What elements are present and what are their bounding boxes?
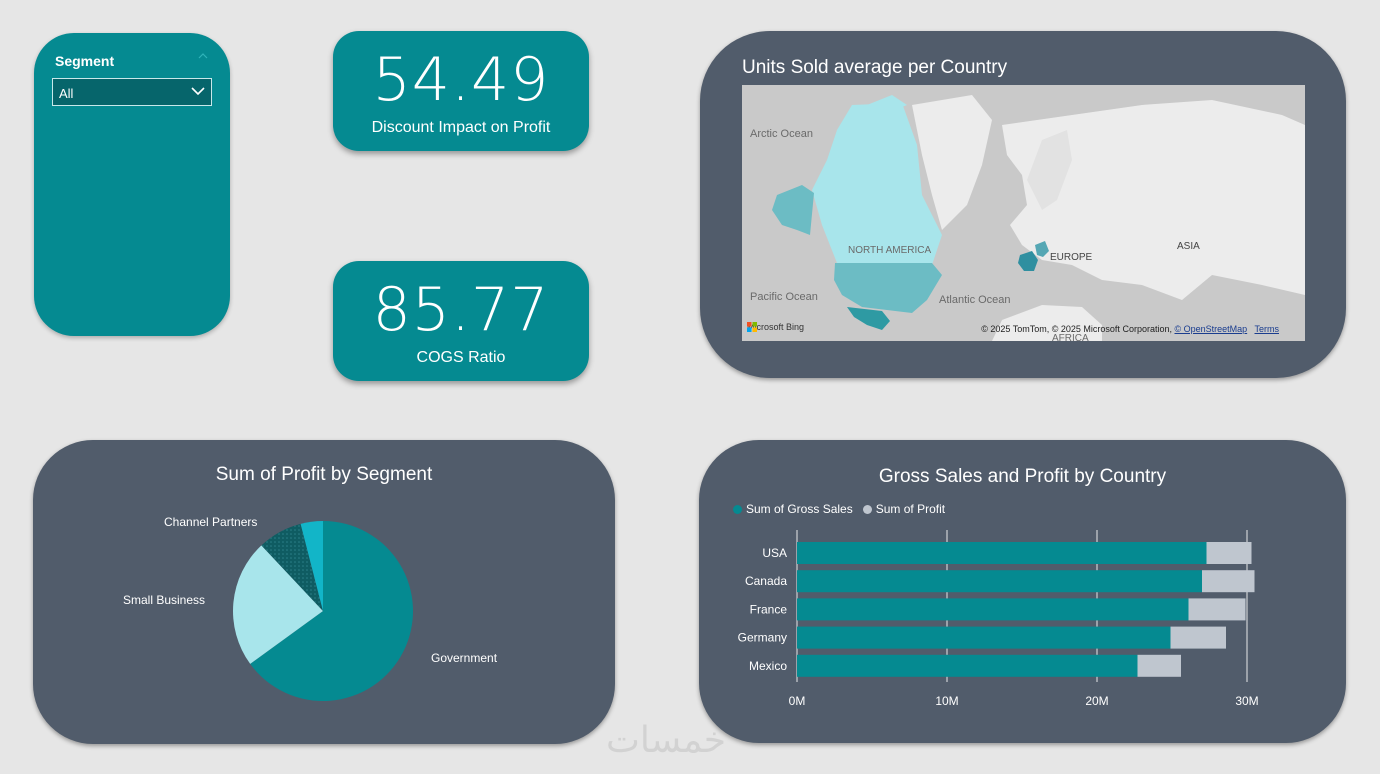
bar-gross-sales-usa[interactable] bbox=[797, 542, 1207, 564]
bing-logo: Microsoft Bing bbox=[747, 322, 804, 332]
legend-label: Sum of Profit bbox=[875, 502, 946, 516]
y-category-label: Canada bbox=[745, 574, 787, 588]
pie-slice-government[interactable] bbox=[250, 521, 413, 701]
bar-chart[interactable]: 0M 10M 20M 30M USA Canada France Germany Mexico bbox=[699, 440, 1346, 743]
map-label-atlantic: Atlantic Ocean bbox=[939, 294, 1011, 306]
y-category-label: Mexico bbox=[749, 659, 787, 673]
kpi-label: COGS Ratio bbox=[416, 349, 506, 366]
segment-dropdown-value: All bbox=[59, 86, 74, 101]
kpi-card-discount-impact: 54.49 Discount Impact on Profit bbox=[333, 31, 589, 151]
pie-label-small-business: Small Business bbox=[123, 593, 206, 607]
country-map[interactable]: Arctic Ocean NORTH AMERICA Pacific Ocean… bbox=[742, 85, 1305, 341]
legend-item-gross-sales[interactable]: Sum of Gross Sales bbox=[733, 502, 853, 516]
bar-chart-title: Gross Sales and Profit by Country bbox=[878, 466, 1167, 487]
pie-slice-small-business[interactable] bbox=[233, 545, 323, 664]
y-category-label: France bbox=[750, 602, 788, 616]
map-attribution: © 2025 TomTom, © 2025 Microsoft Corporat… bbox=[981, 324, 1279, 334]
pie-label-government: Government bbox=[431, 651, 498, 665]
x-tick-label: 30M bbox=[1235, 694, 1258, 708]
map-label-asia: ASIA bbox=[1177, 241, 1200, 252]
map-title: Units Sold average per Country bbox=[742, 57, 1008, 78]
kpi-label: Discount Impact on Profit bbox=[371, 119, 551, 136]
y-category-label: USA bbox=[762, 546, 787, 560]
bar-profit-france[interactable] bbox=[1188, 598, 1246, 621]
bar-profit-mexico[interactable] bbox=[1137, 654, 1182, 677]
bar-gross-sales-germany[interactable] bbox=[797, 626, 1171, 649]
pie-chart-card: Sum of Profit by Segment Government Smal… bbox=[33, 440, 615, 744]
legend-item-profit[interactable]: Sum of Profit bbox=[862, 502, 946, 516]
map-card: Units Sold average per Country bbox=[700, 31, 1346, 378]
map-label-arctic: Arctic Ocean bbox=[750, 128, 813, 140]
slicer-title: Segment bbox=[55, 53, 115, 69]
attribution-text: © 2025 TomTom, © 2025 Microsoft Corporat… bbox=[981, 324, 1172, 334]
bar-profit-canada[interactable] bbox=[1202, 570, 1255, 593]
legend-dot bbox=[733, 504, 742, 514]
terms-link[interactable]: Terms bbox=[1254, 324, 1280, 334]
legend-label: Sum of Gross Sales bbox=[746, 502, 853, 516]
map-label-pacific: Pacific Ocean bbox=[750, 291, 818, 303]
map-label-north-america: NORTH AMERICA bbox=[848, 245, 932, 256]
bar-profit-germany[interactable] bbox=[1170, 626, 1227, 649]
bar-legend: Sum of Gross Sales Sum of Profit bbox=[733, 502, 945, 516]
map-label-europe: EUROPE bbox=[1050, 252, 1093, 263]
map-land-shapes bbox=[772, 95, 1305, 341]
x-tick-label: 0M bbox=[789, 694, 806, 708]
pie-slice-enterprise[interactable] bbox=[300, 521, 323, 611]
x-tick-label: 10M bbox=[935, 694, 958, 708]
bar-profit-usa[interactable] bbox=[1206, 542, 1252, 564]
watermark-logo: خمسات bbox=[606, 720, 727, 761]
pie-chart-title: Sum of Profit by Segment bbox=[215, 464, 433, 485]
pie-slice-texture bbox=[261, 523, 323, 611]
kpi-value: 85.77 bbox=[372, 275, 550, 345]
pie-chart[interactable] bbox=[33, 440, 615, 744]
pie-label-channel-partners: Channel Partners bbox=[164, 515, 258, 529]
bar-gross-sales-mexico[interactable] bbox=[797, 654, 1138, 677]
segment-dropdown[interactable]: All bbox=[52, 78, 212, 106]
chevron-down-icon bbox=[191, 87, 205, 96]
osm-link[interactable]: © OpenStreetMap bbox=[1174, 324, 1248, 334]
legend-dot bbox=[862, 504, 872, 514]
map-label-africa: AFRICA bbox=[1052, 333, 1089, 341]
bar-gross-sales-france[interactable] bbox=[797, 598, 1189, 621]
bar-gross-sales-canada[interactable] bbox=[797, 570, 1202, 593]
segment-slicer: Segment All bbox=[34, 33, 230, 336]
x-tick-label: 20M bbox=[1085, 694, 1108, 708]
microsoft-logo-icon bbox=[747, 322, 757, 332]
y-category-label: Germany bbox=[738, 631, 787, 645]
chevron-up-icon[interactable] bbox=[198, 53, 208, 59]
bar-chart-card: Gross Sales and Profit by Country Sum of… bbox=[699, 440, 1346, 743]
bing-label: Microsoft Bing bbox=[747, 322, 805, 332]
kpi-value: 54.49 bbox=[372, 45, 550, 115]
kpi-card-cogs-ratio: 85.77 COGS Ratio bbox=[333, 261, 589, 381]
